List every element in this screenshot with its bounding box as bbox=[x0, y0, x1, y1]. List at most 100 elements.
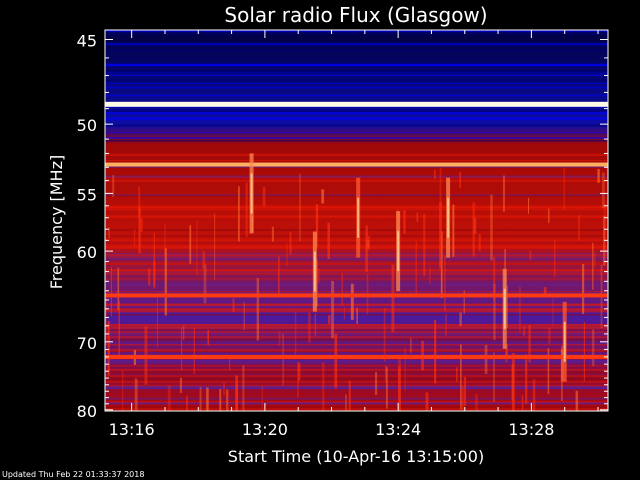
noise-line bbox=[105, 278, 608, 280]
noise-streak bbox=[521, 395, 524, 411]
noise-line bbox=[105, 82, 608, 84]
noise-streak bbox=[282, 333, 284, 386]
noise-streak bbox=[594, 252, 596, 268]
noise-line bbox=[105, 348, 608, 352]
noise-streak bbox=[583, 321, 585, 381]
noise-streak bbox=[297, 361, 299, 398]
noise-streak bbox=[493, 256, 496, 301]
noise-streak bbox=[484, 344, 488, 374]
rfi-band bbox=[105, 354, 608, 359]
noise-streak bbox=[232, 298, 235, 313]
noise-line bbox=[105, 268, 608, 271]
noise-line bbox=[105, 132, 608, 134]
noise-streak bbox=[112, 175, 115, 197]
noise-streak bbox=[423, 213, 426, 277]
noise-line bbox=[105, 43, 608, 46]
noise-streak bbox=[463, 290, 465, 314]
noise-streak bbox=[140, 218, 143, 232]
noise-streak bbox=[578, 215, 580, 241]
noise-streak bbox=[409, 337, 412, 353]
noise-line bbox=[105, 326, 608, 328]
noise-streak bbox=[416, 212, 419, 223]
noise-streak bbox=[203, 264, 207, 304]
noise-line bbox=[105, 111, 608, 115]
noise-line bbox=[105, 109, 608, 112]
noise-line bbox=[105, 335, 608, 339]
noise-line bbox=[105, 81, 608, 83]
noise-streak bbox=[592, 242, 594, 290]
noise-line bbox=[105, 407, 608, 410]
noise-line bbox=[105, 137, 608, 139]
y-tick-label: 45 bbox=[77, 32, 97, 51]
noise-line bbox=[105, 291, 608, 293]
y-tick-label: 80 bbox=[77, 402, 97, 421]
noise-streak bbox=[529, 250, 532, 261]
noise-streak bbox=[181, 326, 183, 370]
noise-line bbox=[105, 269, 608, 272]
noise-line bbox=[105, 379, 608, 382]
plot-frame bbox=[104, 29, 609, 412]
noise-streak bbox=[107, 321, 110, 376]
burst-core bbox=[397, 231, 400, 272]
noise-streak bbox=[463, 376, 467, 407]
noise-streak bbox=[439, 168, 442, 206]
noise-line bbox=[105, 376, 608, 380]
noise-line bbox=[105, 365, 608, 367]
noise-streak bbox=[321, 189, 325, 204]
noise-streak bbox=[294, 311, 297, 355]
noise-streak bbox=[153, 232, 155, 289]
noise-streak bbox=[404, 347, 406, 391]
noise-streak bbox=[148, 268, 151, 286]
noise-streak bbox=[460, 344, 462, 410]
noise-streak bbox=[597, 169, 600, 183]
noise-streak bbox=[271, 226, 274, 242]
heat-layer bbox=[105, 30, 608, 411]
noise-line bbox=[105, 262, 608, 266]
noise-streak bbox=[525, 354, 528, 404]
noise-streak bbox=[350, 283, 354, 320]
noise-line bbox=[105, 342, 608, 345]
noise-streak bbox=[308, 312, 311, 343]
noise-line bbox=[105, 343, 608, 346]
noise-line bbox=[105, 117, 608, 121]
noise-streak bbox=[391, 264, 395, 333]
noise-streak bbox=[134, 377, 136, 411]
noise-streak bbox=[219, 388, 222, 411]
x-axis-label: Start Time (10-Apr-16 13:15:00) bbox=[228, 447, 484, 466]
noise-streak bbox=[493, 283, 496, 340]
noise-streak bbox=[314, 313, 316, 337]
noise-streak bbox=[348, 380, 351, 411]
noise-line bbox=[105, 402, 608, 405]
noise-line bbox=[105, 368, 608, 371]
noise-line bbox=[105, 329, 608, 331]
noise-streak bbox=[444, 255, 446, 312]
noise-streak bbox=[189, 225, 192, 264]
plot-area bbox=[105, 30, 608, 411]
burst-core bbox=[503, 288, 506, 329]
noise-streak bbox=[456, 367, 458, 382]
rfi-band bbox=[105, 293, 608, 298]
noise-line bbox=[105, 362, 608, 364]
noise-streak bbox=[603, 204, 606, 241]
noise-streak bbox=[199, 386, 202, 411]
noise-streak bbox=[511, 353, 515, 411]
noise-line bbox=[105, 360, 608, 363]
noise-streak bbox=[459, 312, 462, 327]
noise-streak bbox=[493, 352, 495, 403]
noise-line bbox=[105, 32, 608, 36]
noise-streak bbox=[289, 231, 292, 255]
noise-streak bbox=[261, 385, 263, 411]
noise-streak bbox=[179, 377, 182, 393]
noise-streak bbox=[196, 220, 198, 276]
noise-streak bbox=[135, 378, 138, 411]
noise-streak bbox=[286, 243, 288, 266]
noise-streak bbox=[156, 293, 159, 348]
noise-line bbox=[105, 338, 608, 341]
noise-line bbox=[105, 159, 608, 162]
noise-streak bbox=[238, 186, 240, 242]
noise-streak bbox=[575, 390, 579, 411]
noise-streak bbox=[341, 272, 343, 306]
noise-streak bbox=[229, 355, 231, 371]
noise-streak bbox=[167, 385, 171, 411]
